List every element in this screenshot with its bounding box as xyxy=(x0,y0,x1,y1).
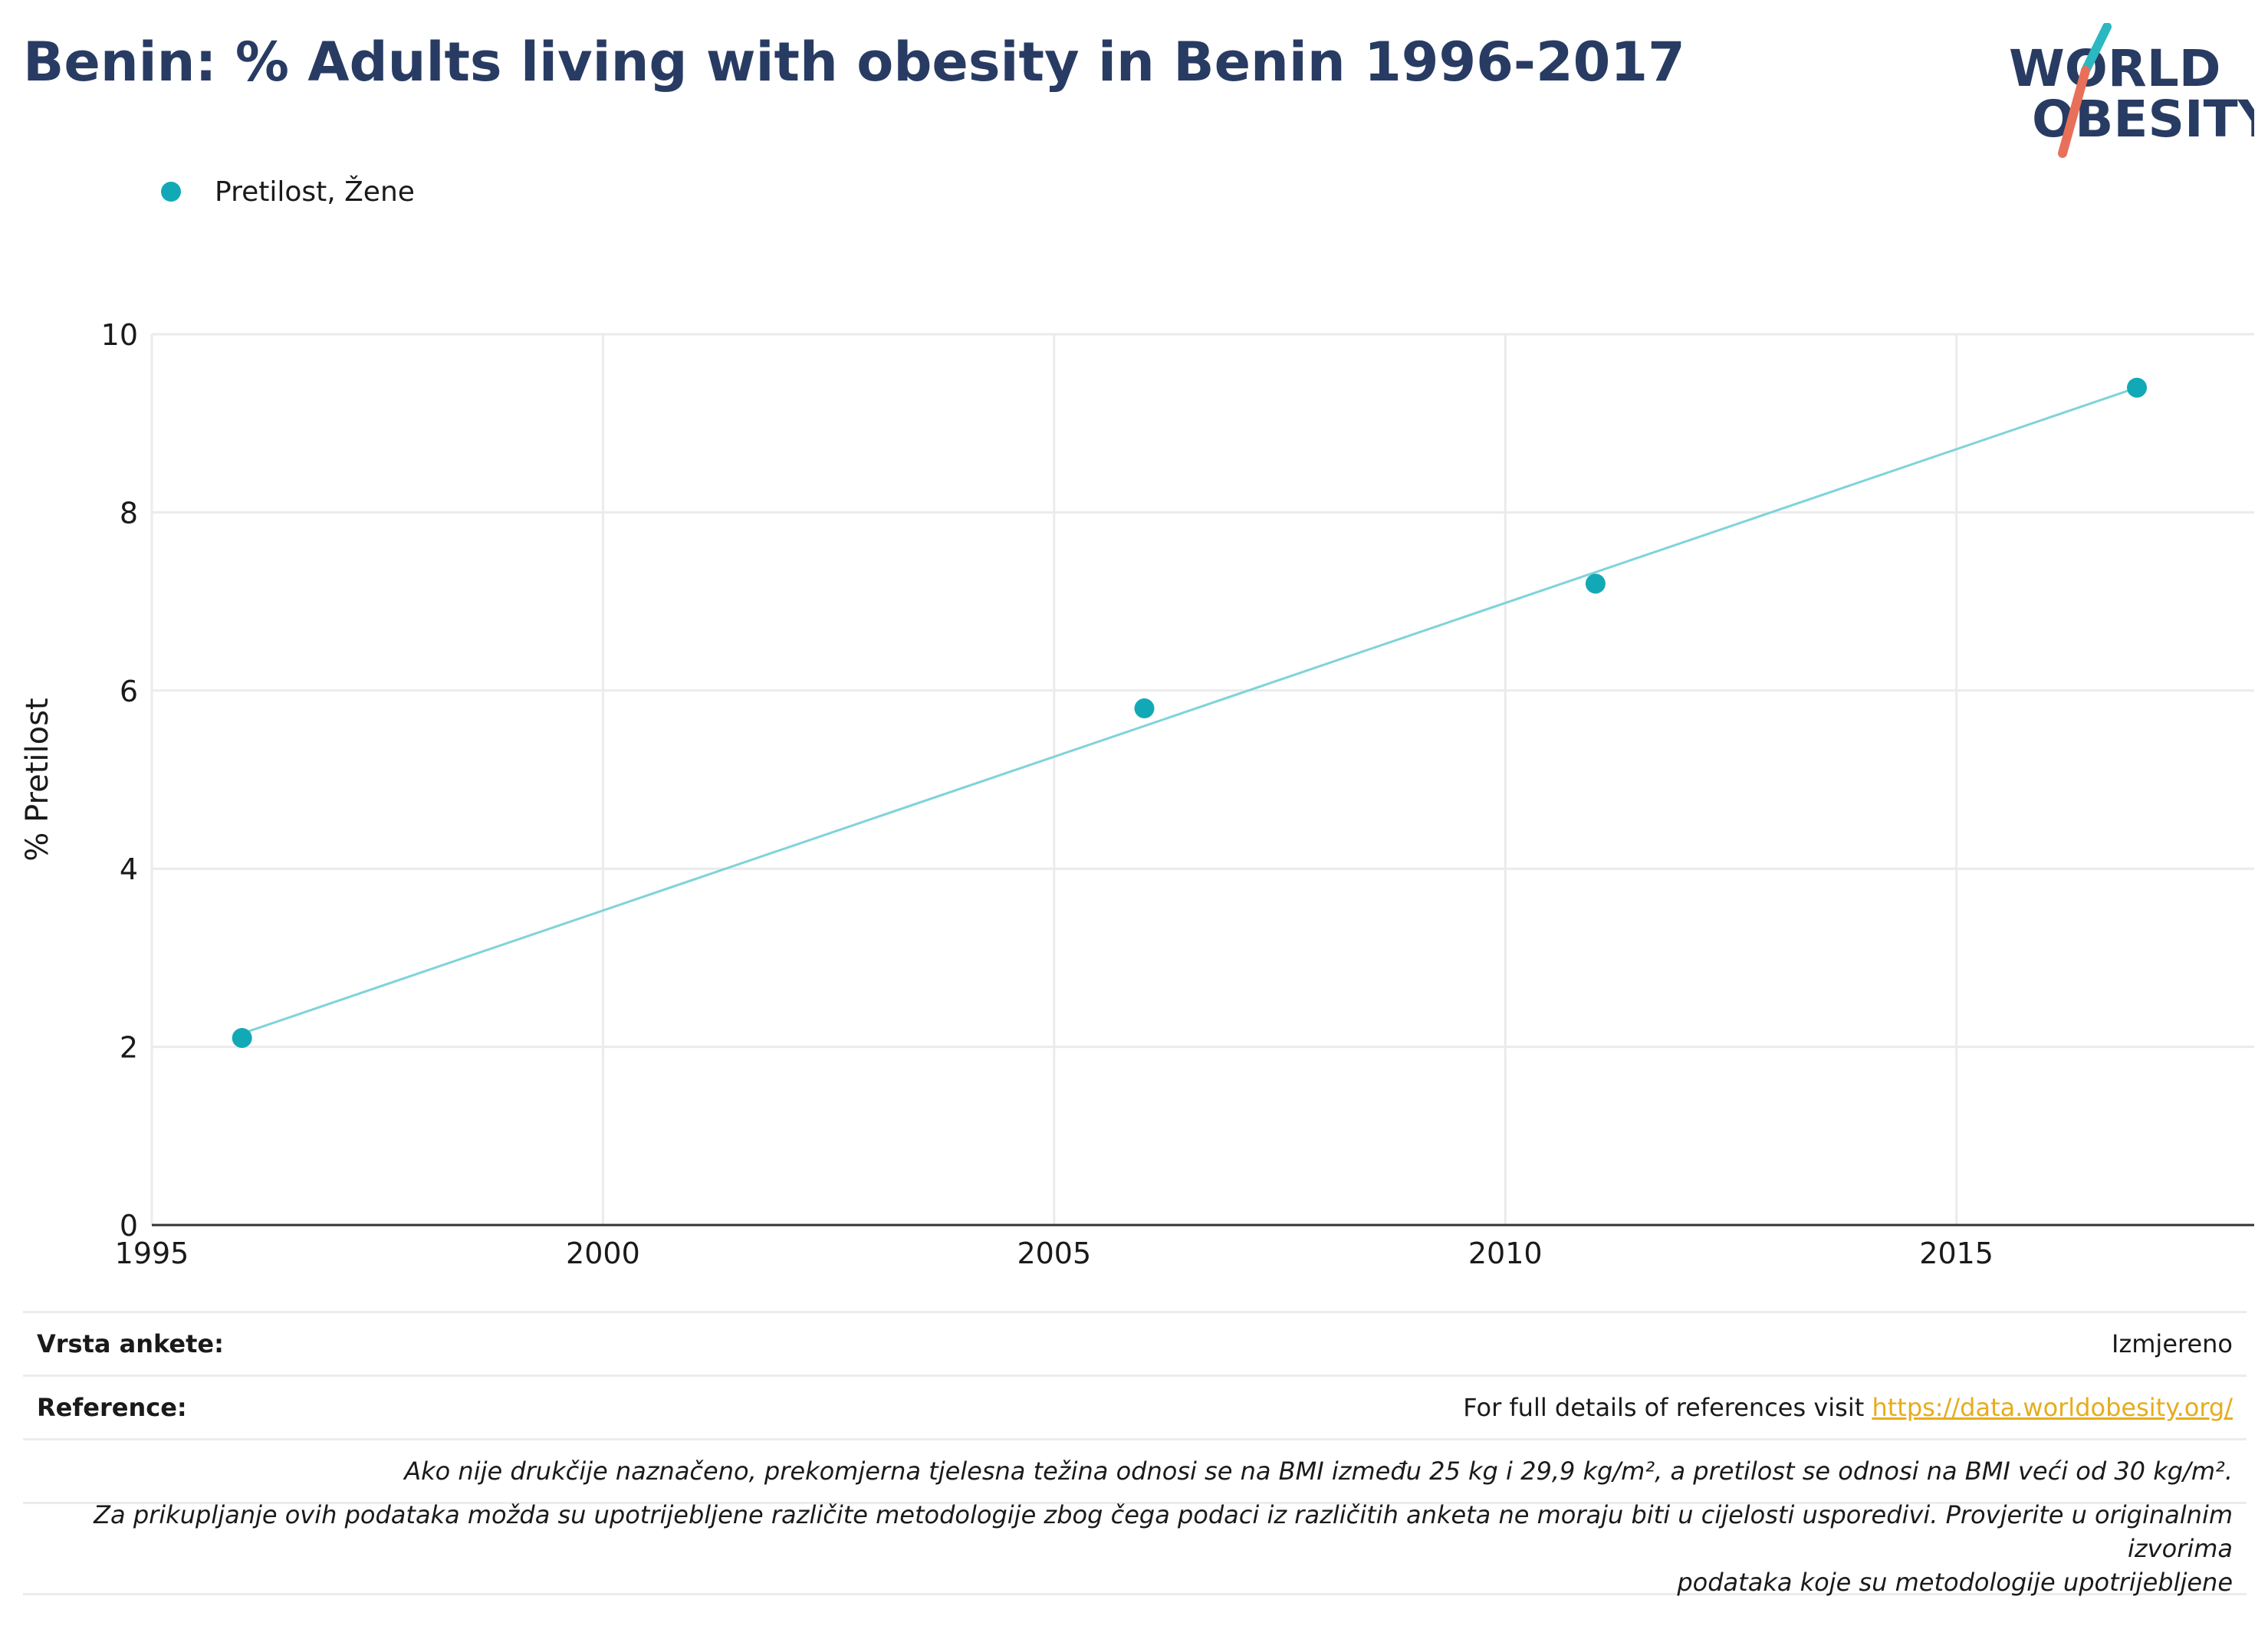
reference-row: Reference: For full details of reference… xyxy=(23,1375,2247,1438)
legend-label: Pretilost, Žene xyxy=(215,176,415,208)
legend: Pretilost, Žene xyxy=(161,172,415,211)
y-tick-label: 4 xyxy=(120,852,138,886)
grid-lines xyxy=(150,333,2254,1225)
survey-type-row: Vrsta ankete: Izmjereno xyxy=(23,1311,2247,1375)
logo-slash-top xyxy=(2081,22,2112,75)
methodology-note-line2: podataka koje su metodologije upotrijebl… xyxy=(1677,1568,2233,1597)
data-point xyxy=(1134,698,1155,719)
survey-type-label: Vrsta ankete: xyxy=(37,1329,224,1358)
world-obesity-logo: WORLD OBESITY xyxy=(2009,22,2268,161)
data-point xyxy=(2127,377,2148,398)
reference-value: For full details of references visit htt… xyxy=(1463,1393,2233,1422)
y-tick-label: 10 xyxy=(101,318,138,352)
reference-label: Reference: xyxy=(37,1393,187,1422)
bmi-note-row: Ako nije drukčije naznačeno, prekomjerna… xyxy=(23,1438,2247,1502)
survey-type-value: Izmjereno xyxy=(2112,1329,2233,1358)
x-tick-label: 2010 xyxy=(1468,1237,1543,1270)
y-tick-label: 2 xyxy=(120,1031,138,1065)
bmi-note: Ako nije drukčije naznačeno, prekomjerna… xyxy=(404,1457,2233,1486)
chart-marks xyxy=(232,377,2148,1048)
reference-link[interactable]: https://data.worldobesity.org/ xyxy=(1872,1393,2233,1422)
methodology-note-line1: Za prikupljanje ovih podataka možda su u… xyxy=(94,1500,2233,1563)
x-tick-label: 2000 xyxy=(566,1237,640,1270)
methodology-note-row: Za prikupljanje ovih podataka možda su u… xyxy=(23,1500,2247,1597)
data-point xyxy=(232,1027,252,1048)
legend-marker-icon xyxy=(161,182,181,202)
x-tick-label: 1995 xyxy=(115,1237,189,1270)
chart: 0 2 4 6 8 10 1995 2000 2005 2010 2015 % Pretilost xyxy=(20,318,2254,1270)
logo-slash-bottom xyxy=(2058,66,2090,158)
y-tick-label: 6 xyxy=(120,675,138,708)
x-tick-label: 2015 xyxy=(1919,1237,1994,1270)
trend-line xyxy=(242,386,2138,1035)
y-tick-label: 8 xyxy=(120,496,138,530)
y-axis-label: % Pretilost xyxy=(20,698,55,861)
data-point xyxy=(1585,573,1606,594)
page-title: Benin: % Adults living with obesity in B… xyxy=(23,31,1685,94)
logo-line1: WORLD xyxy=(2009,39,2221,98)
footer-table: Vrsta ankete: Izmjereno Reference: For f… xyxy=(23,1311,2247,1597)
axes: 0 2 4 6 8 10 1995 2000 2005 2010 2015 xyxy=(101,318,2254,1270)
x-tick-label: 2005 xyxy=(1017,1237,1091,1270)
y-tick-label: 0 xyxy=(120,1209,138,1243)
reference-text: For full details of references visit xyxy=(1463,1393,1872,1422)
methodology-note: Za prikupljanje ovih podataka možda su u… xyxy=(37,1498,2233,1599)
